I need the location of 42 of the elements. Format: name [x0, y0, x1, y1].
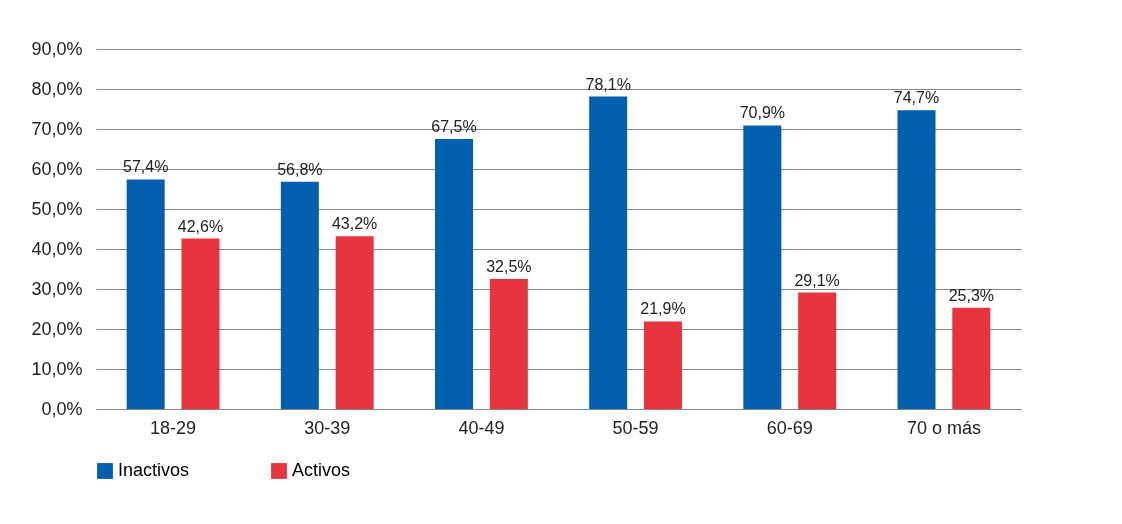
- data-label: 21,9%: [640, 300, 686, 318]
- bar: [126, 179, 165, 409]
- y-tick-label: 20,0%: [31, 318, 83, 339]
- y-tick-label: 40,0%: [31, 238, 83, 259]
- data-label: 29,1%: [794, 271, 840, 289]
- x-tick-label: 30-39: [304, 417, 351, 438]
- bar: [897, 110, 936, 409]
- bar: [952, 307, 991, 409]
- bar: [280, 181, 319, 409]
- bar: [643, 321, 682, 409]
- x-tick-label: 18-29: [150, 417, 197, 438]
- data-label: 78,1%: [585, 75, 631, 93]
- y-tick-label: 80,0%: [31, 78, 83, 99]
- bar: [435, 139, 474, 409]
- bar: [589, 96, 628, 409]
- x-tick-label: 50-59: [612, 417, 659, 438]
- data-label: 67,5%: [431, 118, 477, 135]
- bar: [798, 292, 837, 409]
- y-tick-label: 30,0%: [31, 278, 83, 299]
- data-label: 42,6%: [177, 217, 224, 235]
- bar: [743, 125, 782, 409]
- data-label: 56,8%: [277, 160, 323, 178]
- data-label: 25,3%: [948, 286, 995, 304]
- x-tick-label: 70 o más: [906, 417, 981, 438]
- legend-label: Activos: [292, 460, 351, 480]
- bar: [489, 279, 528, 409]
- data-label: 43,2%: [331, 215, 378, 233]
- data-label: 70,9%: [739, 104, 786, 122]
- x-tick-label: 40-49: [458, 417, 505, 438]
- y-tick-label: 50,0%: [31, 198, 83, 219]
- bar: [335, 236, 374, 409]
- data-label: 57,4%: [122, 158, 169, 176]
- y-tick-label: 0,0%: [41, 398, 83, 419]
- data-label: 74,7%: [893, 89, 940, 107]
- bar: [181, 238, 220, 409]
- y-tick-label: 90,0%: [31, 38, 83, 59]
- data-label: 32,5%: [486, 258, 532, 275]
- legend-label: Inactivos: [118, 460, 190, 480]
- x-tick-label: 60-69: [766, 417, 813, 438]
- y-tick-label: 10,0%: [31, 358, 83, 379]
- y-tick-label: 70,0%: [31, 118, 83, 139]
- y-tick-label: 60,0%: [31, 158, 83, 179]
